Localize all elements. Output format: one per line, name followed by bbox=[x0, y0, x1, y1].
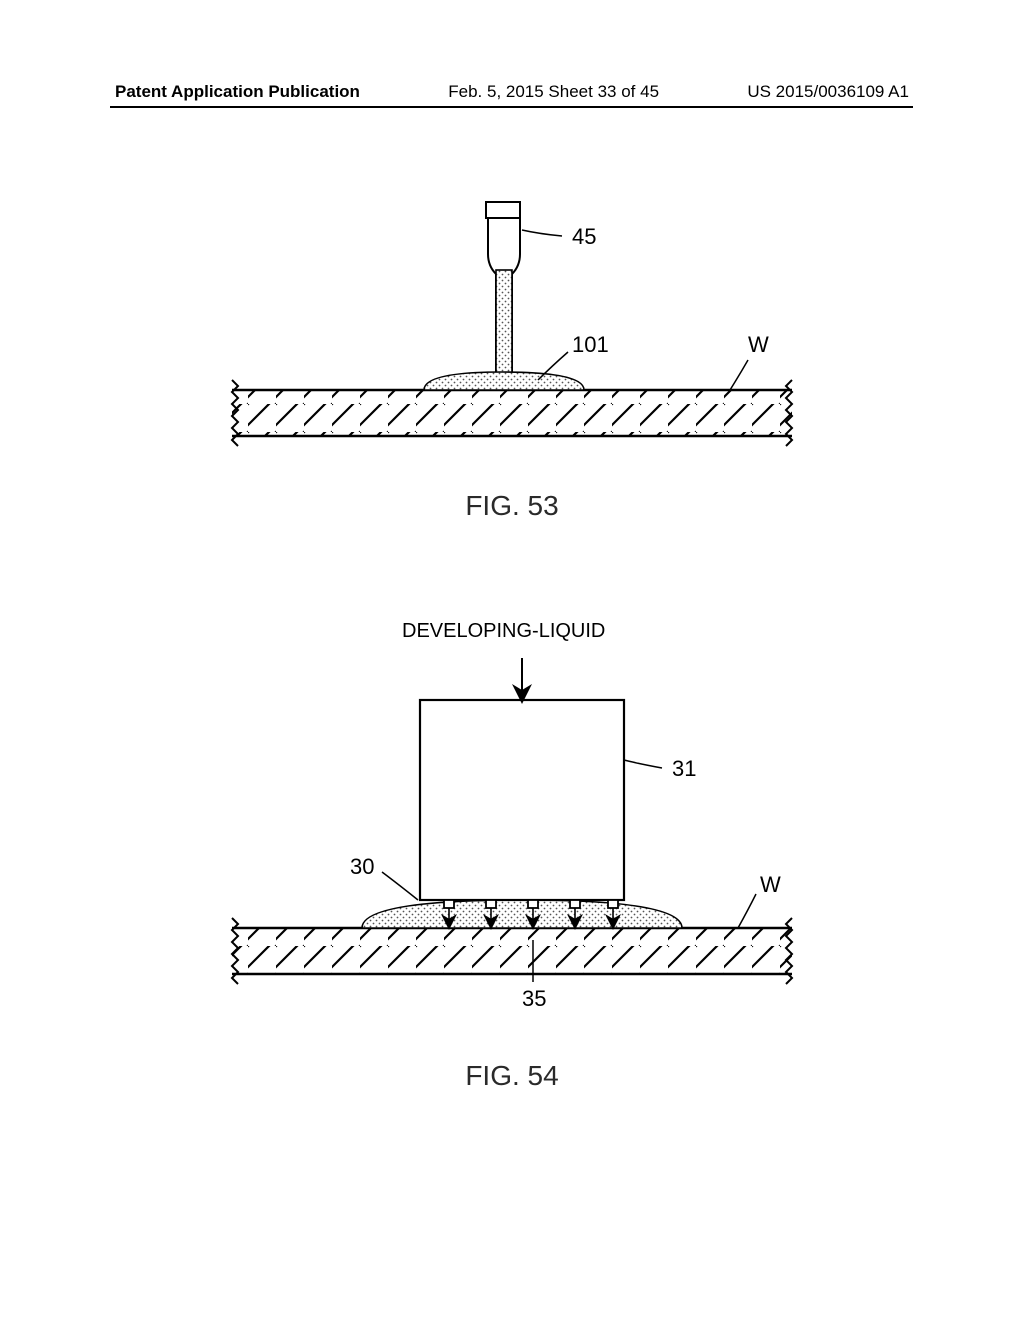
label-101: 101 bbox=[572, 332, 609, 358]
fig54-svg bbox=[0, 610, 1024, 1030]
page-header: Patent Application Publication Feb. 5, 2… bbox=[0, 82, 1024, 102]
label-35: 35 bbox=[522, 986, 546, 1012]
label-developing-liquid: DEVELOPING-LIQUID bbox=[402, 620, 605, 643]
header-center: Feb. 5, 2015 Sheet 33 of 45 bbox=[448, 82, 659, 102]
label-w-53: W bbox=[748, 332, 769, 358]
figure-54: DEVELOPING-LIQUID 31 30 W 35 bbox=[0, 610, 1024, 1030]
figure-53: 45 101 W bbox=[0, 180, 1024, 540]
label-31: 31 bbox=[672, 756, 696, 782]
fig53-svg bbox=[0, 180, 1024, 480]
fig53-caption: FIG. 53 bbox=[0, 490, 1024, 522]
label-w-54: W bbox=[760, 872, 781, 898]
header-right: US 2015/0036109 A1 bbox=[747, 82, 909, 102]
label-45: 45 bbox=[572, 224, 596, 250]
header-left: Patent Application Publication bbox=[115, 82, 360, 102]
header-rule bbox=[110, 106, 913, 108]
label-30: 30 bbox=[350, 854, 374, 880]
fig54-caption: FIG. 54 bbox=[0, 1060, 1024, 1092]
